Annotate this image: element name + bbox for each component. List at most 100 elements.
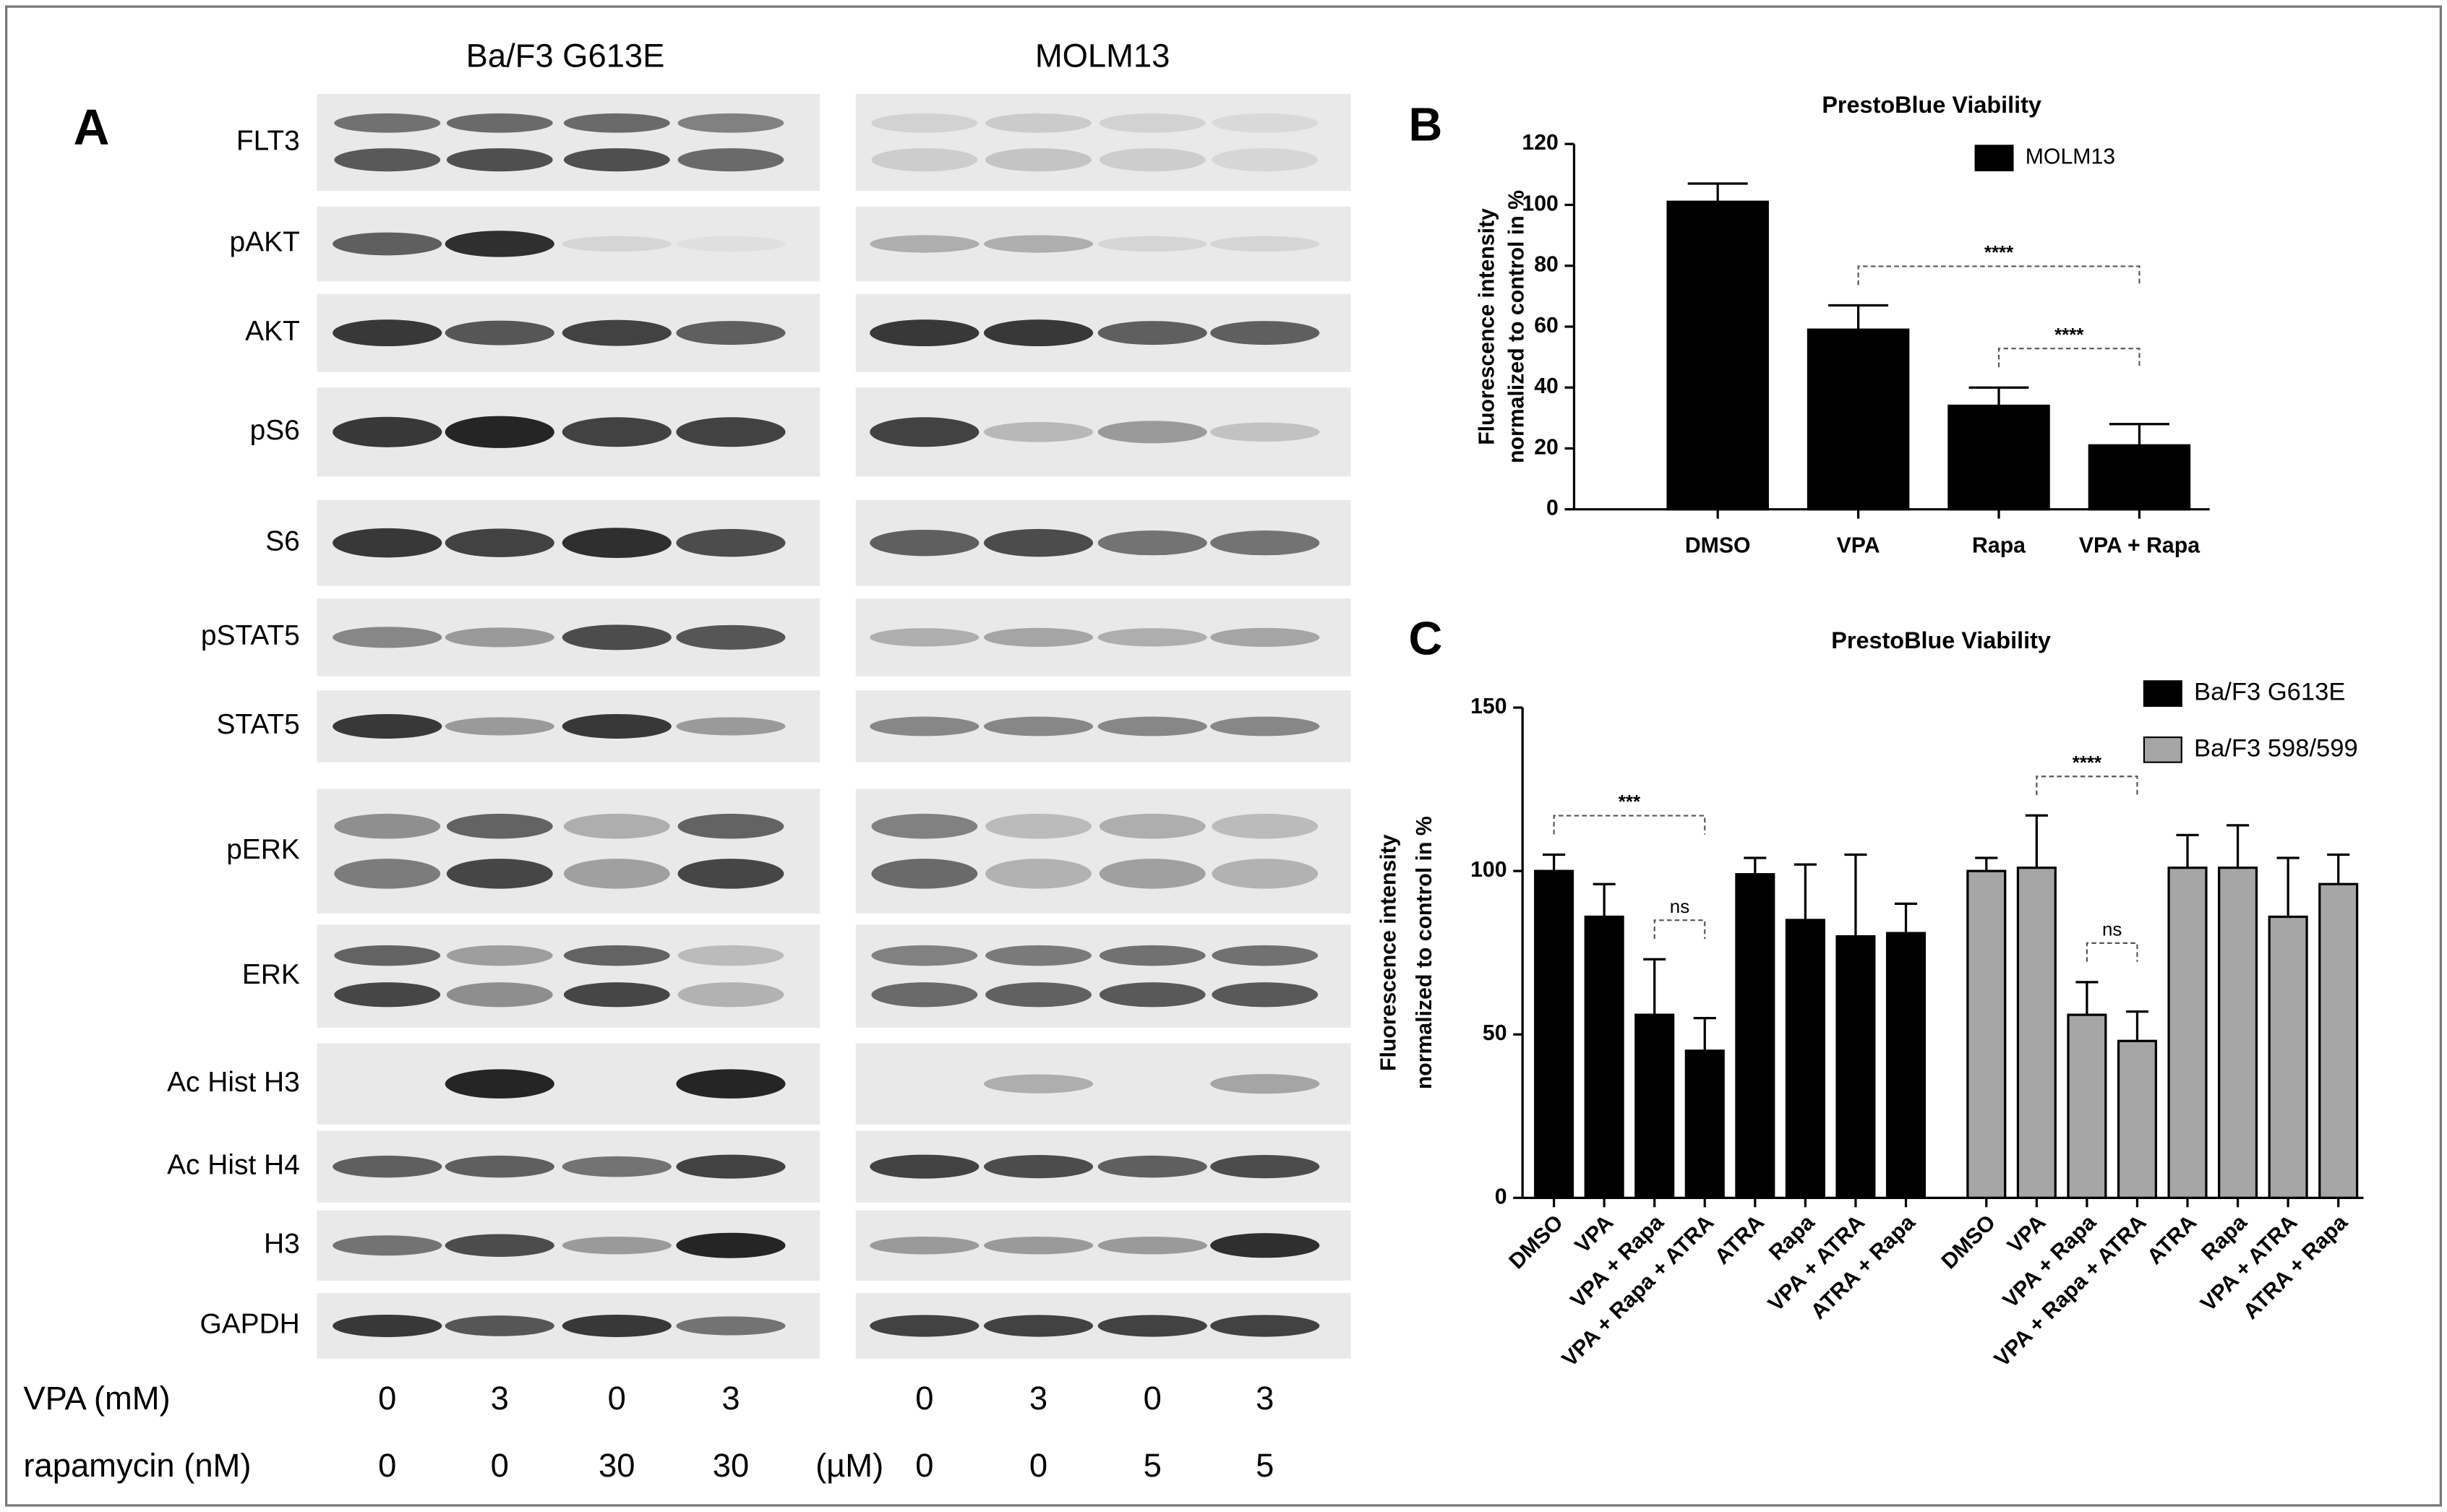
bar [1785,919,1825,1199]
blot-band [1099,813,1206,839]
blot-band [1097,531,1207,556]
blot-band [445,231,554,257]
bar [2268,915,2308,1199]
legend-label: Ba/F3 598/599 [2194,734,2358,762]
bar [1684,1049,1725,1199]
treatment-value: 30 [713,1447,749,1484]
blot-band [563,113,670,133]
panel-label: A [74,99,110,155]
bar [1584,915,1624,1199]
blot-band [562,713,672,739]
blot-band [1210,627,1320,647]
blot-band [871,859,978,889]
blot-band [562,1156,672,1177]
blot-band [333,232,442,256]
blot-band [334,945,441,966]
blot-band [563,859,670,889]
blot-band [1210,1233,1320,1258]
blot-band [563,813,670,839]
panel-label: B [1408,98,1442,151]
treatment-value: 3 [1256,1380,1274,1417]
treatment-value: 0 [378,1380,396,1417]
blot-band [676,528,786,557]
blot-band [983,528,1094,557]
bar [2218,866,2258,1199]
blot-band [445,1069,554,1099]
blot-band [333,319,442,347]
blot-band [562,528,672,558]
bar [1666,200,1769,511]
protein-label: FLT3 [236,125,300,156]
blot-band [446,113,553,133]
protein-label: S6 [265,525,300,557]
legend-swatch [2143,680,2182,707]
blot-band [983,1155,1094,1179]
blot-band [333,1155,442,1178]
significance-bracket [1653,919,1706,940]
y-tick-label: 0 [1495,1185,1507,1208]
protein-label: Ac Hist H3 [167,1067,300,1098]
y-tick-label: 150 [1470,695,1507,718]
blot-band [1210,716,1320,736]
blot-band [563,982,670,1008]
blot-band [676,624,786,650]
blot-band [870,1315,980,1337]
treatment-value: 3 [1029,1380,1047,1417]
blot-band [985,148,1092,172]
blot-band [1099,982,1206,1008]
blot-band [983,627,1094,647]
treatment-value: 0 [1029,1447,1047,1484]
y-tick-label: 50 [1483,1021,1507,1045]
blot-strip [855,206,1351,282]
blot-band [1212,113,1319,133]
treatment-value: 3 [721,1380,740,1417]
blot-band [1097,716,1207,736]
panel-label: C [1408,611,1442,664]
treatment-label: rapamycin (nM) [23,1447,251,1484]
blot-strip [317,94,820,192]
blot-band [676,417,786,447]
blot-band [333,713,442,739]
blot-band [870,628,980,647]
bar [2067,1013,2107,1199]
protein-label: pS6 [250,415,300,446]
blot-band [1097,1315,1207,1337]
y-tick-label: 20 [1534,435,1559,459]
x-tick-label: VPA [1837,534,1880,558]
blot-band [445,1234,554,1257]
blot-band [677,982,784,1008]
protein-label: STAT5 [217,709,300,740]
bar [1835,935,1876,1199]
bar [1966,869,2007,1199]
blot-band [983,235,1094,253]
treatment-label: VPA (mM) [23,1380,170,1417]
blot-band [446,945,553,966]
y-axis-label: normalized to control in % [1413,816,1436,1089]
blot-band [1212,148,1319,172]
protein-label: H3 [264,1228,300,1259]
bar [2318,882,2359,1199]
significance-bracket [1857,265,2140,285]
protein-label: ERK [242,959,300,990]
treatment-value: 0 [1144,1380,1162,1417]
blot-band [562,1236,672,1255]
blot-band [562,236,672,252]
blot-band [445,320,554,345]
y-tick-label: 0 [1546,497,1559,520]
y-tick-label: 100 [1470,858,1507,882]
blot-band [562,624,672,650]
blot-band [983,1315,1094,1337]
protein-label: pSTAT5 [201,620,300,651]
protein-label: pAKT [230,227,300,258]
blot-band [1210,236,1320,252]
y-axis-label: normalized to control in % [1505,190,1529,463]
blot-band [677,148,784,172]
blot-band [871,148,978,172]
chart-title: PrestoBlue Viability [1822,92,2041,118]
blot-band [333,1314,442,1337]
significance-bracket [2036,776,2138,796]
y-tick-label: 120 [1522,131,1558,155]
blot-strip [855,598,1351,676]
